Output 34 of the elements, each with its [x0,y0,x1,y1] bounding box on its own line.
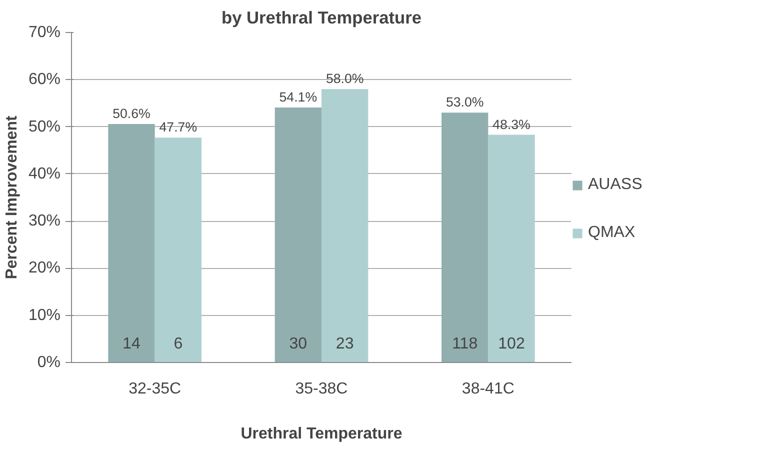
legend-label: AUASS [588,176,642,194]
annotation: 30 [289,335,308,352]
x-tick-label: 32-35C [128,380,182,398]
bar [322,89,368,362]
data-label: 47.7% [159,120,198,135]
bar [274,107,322,362]
y-tick-label: 0% [37,354,60,371]
x-tick-label: 35-38C [295,380,348,398]
y-tick-label: 30% [28,212,61,230]
data-label: 48.3% [492,116,531,132]
annotation: 118 [452,335,478,352]
y-tick-label: 60% [28,71,61,88]
legend-label: QMAX [588,224,636,242]
x-axis-title: Urethral Temperature [240,426,402,442]
bar [488,134,535,362]
annotation: 14 [122,335,140,352]
annotation: 6 [174,335,183,352]
bar [154,138,202,362]
bar [442,112,488,362]
data-label: 50.6% [112,106,151,121]
data-label: 54.1% [279,89,318,104]
y-tick-label: 20% [28,260,61,277]
bar [108,124,155,362]
chart-title: by Urethral Temperature [222,8,422,28]
y-tick-label: 50% [28,118,61,136]
annotation: 23 [336,335,354,352]
y-tick-label: 70% [28,24,61,41]
data-label: 53.0% [446,94,484,110]
y-axis-title: Percent Improvement [3,115,20,280]
annotation: 102 [498,335,525,352]
data-label: 58.0% [326,71,364,86]
y-tick-label: 10% [28,306,61,324]
x-tick-label: 38-41C [462,380,514,398]
y-tick-label: 40% [28,165,61,182]
